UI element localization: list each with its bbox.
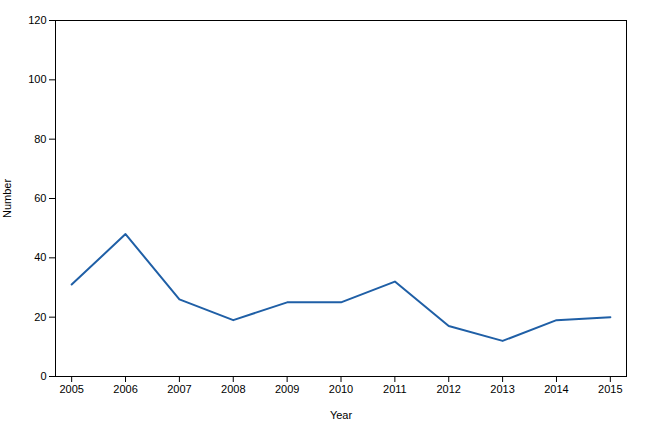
svg-text:100: 100 <box>28 73 46 85</box>
svg-text:120: 120 <box>28 14 46 26</box>
svg-text:2010: 2010 <box>329 383 353 395</box>
svg-text:2014: 2014 <box>544 383 568 395</box>
svg-text:20: 20 <box>34 311 46 323</box>
svg-text:2011: 2011 <box>383 383 407 395</box>
svg-text:0: 0 <box>40 370 46 382</box>
svg-text:Year: Year <box>330 409 353 421</box>
svg-text:80: 80 <box>34 133 46 145</box>
svg-text:2008: 2008 <box>221 383 245 395</box>
svg-text:60: 60 <box>34 192 46 204</box>
svg-text:2013: 2013 <box>490 383 514 395</box>
svg-text:2009: 2009 <box>275 383 299 395</box>
svg-text:Number: Number <box>1 179 13 218</box>
svg-text:2006: 2006 <box>113 383 137 395</box>
svg-text:2005: 2005 <box>59 383 83 395</box>
svg-text:2007: 2007 <box>167 383 191 395</box>
svg-text:2012: 2012 <box>436 383 460 395</box>
svg-text:2015: 2015 <box>598 383 622 395</box>
svg-text:40: 40 <box>34 251 46 263</box>
